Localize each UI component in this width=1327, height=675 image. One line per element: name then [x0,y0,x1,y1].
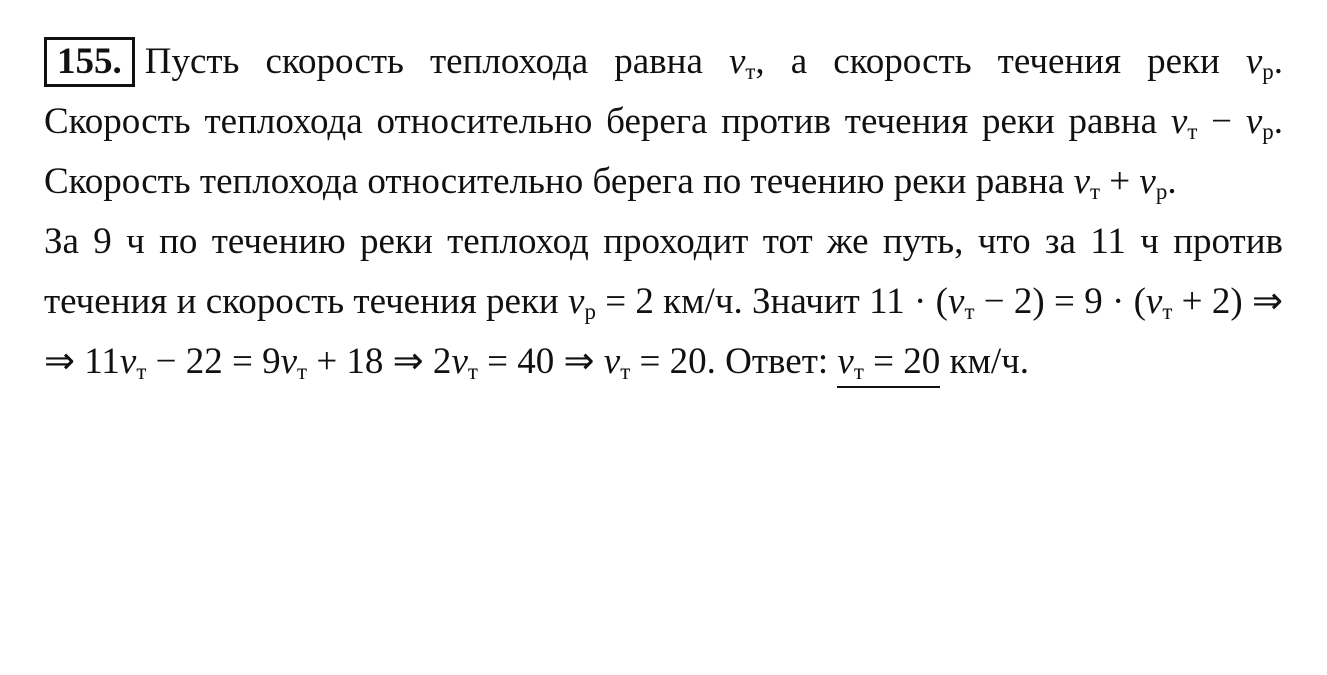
minus-1: − [1197,101,1246,142]
var-v-t-8: v [451,341,467,382]
eq-chain-1a: 11 · ( [869,281,948,322]
plus-1: + [1100,161,1139,202]
eq-chain-1b: − 2) = 9 · ( [974,281,1145,322]
sub-t-ans: т [854,359,864,384]
eq-chain-2d: = 40 ⇒ [478,341,604,382]
sub-t-8: т [468,359,478,384]
eq-chain-2b: − 22 = 9 [146,341,280,382]
var-v-t-5: v [1146,281,1162,322]
var-v-t-2: v [1171,101,1187,142]
para2-text-b: км/ч. Значит [654,281,869,322]
sub-t-7: т [297,359,307,384]
eq-vp2: = 2 [596,281,654,322]
sub-t-2: т [1187,119,1197,144]
sub-t-6: т [136,359,146,384]
sub-t-1: т [745,59,755,84]
var-v-t-7: v [281,341,297,382]
var-v-p-1: v [1246,41,1262,82]
eq-chain-1c: + 2) ⇒ [1172,281,1283,322]
para1-text-b: , а скорость течения реки [755,41,1245,82]
para1-text-e: . [1167,161,1176,202]
sub-p-1: р [1262,59,1273,84]
var-v-t-9: v [604,341,620,382]
para1-text-a: Пусть скорость теплохода равна [145,41,729,82]
eq-chain-2c: + 18 ⇒ 2 [307,341,451,382]
sub-p-3: р [1156,179,1167,204]
var-v-t-1: v [729,41,745,82]
var-v-p-2: v [1246,101,1262,142]
sub-p-4: р [584,299,595,324]
solution-page: 155.Пусть скорость теплохода равна vт, а… [0,0,1327,675]
eq-chain-2e: = 20 [630,341,706,382]
eq-chain-2a: ⇒ 11 [44,341,120,382]
var-v-t-6: v [120,341,136,382]
var-v-t-ans: v [837,341,853,382]
answer-underlined: vт = 20 [837,341,940,388]
answer-value: = 20 [864,341,940,382]
sub-t-9: т [620,359,630,384]
sub-t-4: т [964,299,974,324]
sub-t-5: т [1162,299,1172,324]
problem-number-box: 155. [44,37,135,87]
var-v-t-4: v [948,281,964,322]
var-v-p-4: v [568,281,584,322]
var-v-t-3: v [1074,161,1090,202]
para2-text-c: . Ответ: [707,341,838,382]
sub-t-3: т [1090,179,1100,204]
sub-p-2: р [1262,119,1273,144]
var-v-p-3: v [1139,161,1155,202]
para2-text-d: км/ч. [940,341,1029,382]
